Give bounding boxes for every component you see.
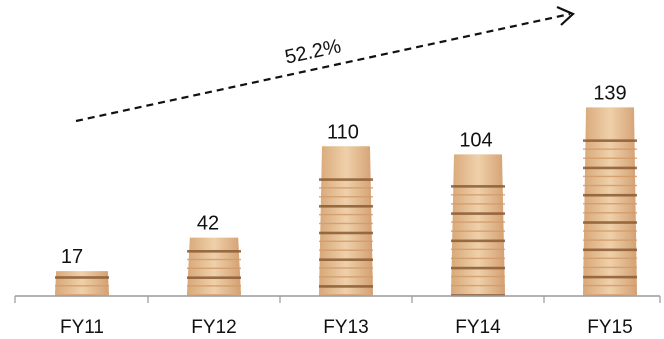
x-tick-label-fy14: FY14 (455, 317, 501, 338)
data-label-fy12: 42 (197, 213, 219, 235)
bar-layer-stripe (187, 258, 241, 261)
bar-layer-stripe (187, 285, 241, 287)
bar-fy15 (583, 107, 637, 296)
bar-layer-stripe (583, 248, 637, 252)
bar-layer-stripe (319, 231, 373, 235)
bar-layer-stripe (319, 258, 373, 261)
bar-layer-stripe (583, 266, 637, 269)
bar-layer-stripe (583, 166, 637, 170)
growth-annotation: 52.2% (283, 35, 343, 68)
bar-body (319, 146, 373, 294)
bar-layer-stripe (451, 203, 505, 205)
x-tick-label-fy12: FY12 (191, 317, 236, 338)
data-label-fy14: 104 (459, 129, 492, 151)
x-tick-label-fy15: FY15 (587, 317, 632, 338)
data-label-fy11: 17 (61, 246, 83, 268)
x-axis-ticks (14, 296, 661, 303)
bar-layer-stripe (451, 221, 505, 223)
bar-layer-stripe (583, 294, 637, 296)
bar-layer-stripe (319, 187, 373, 189)
bar-body (583, 107, 637, 294)
bar-layer-stripe (583, 175, 637, 178)
bar-layer-stripe (319, 267, 373, 269)
bar-layer-stripe (583, 203, 637, 205)
bar-layer-stripe (451, 257, 505, 260)
bar-layer-stripe (583, 275, 637, 279)
bar-layer-stripe (55, 294, 109, 296)
bar-layer-stripe (583, 284, 637, 287)
bar-layer-stripe (55, 276, 109, 279)
bar-layer-stripe (451, 230, 505, 232)
bar-body (451, 154, 505, 294)
bar-layer-stripe (319, 294, 373, 296)
data-label-fy13: 110 (327, 121, 359, 143)
bar-layer-stripe (451, 275, 505, 278)
bar-layer-stripe (319, 178, 373, 181)
bar-layer-stripe (319, 222, 373, 225)
bar-layer-stripe (451, 284, 505, 287)
bar-layer-stripe (319, 213, 373, 216)
bar-layer-stripe (319, 240, 373, 242)
bar-layer-stripe (583, 257, 637, 260)
bar-layer-stripe (583, 239, 637, 241)
bar-layer-stripe (583, 184, 637, 187)
bar-layer-stripe (451, 248, 505, 251)
bar-layer-stripe (583, 212, 637, 214)
bar-layer-stripe (451, 185, 505, 188)
bar-layer-stripe (55, 285, 109, 287)
bar-fy12 (187, 237, 241, 296)
data-label-fy15: 139 (593, 82, 626, 104)
bar-layer-stripe (583, 157, 637, 159)
bar-fy13 (319, 146, 373, 296)
bar-layer-stripe (319, 276, 373, 278)
bar-layer-stripe (451, 212, 505, 215)
bar-layer-stripe (451, 194, 505, 196)
bar-layer-stripe (319, 196, 373, 198)
bar-layer-stripe (583, 230, 637, 232)
bar-body (55, 271, 109, 294)
bar-layer-stripe (187, 276, 241, 280)
bars-group (55, 107, 637, 297)
bar-fy11 (55, 271, 109, 296)
bar-layer-stripe (187, 250, 241, 253)
x-tick-label-fy13: FY13 (323, 317, 368, 338)
bar-layer-stripe (583, 139, 637, 142)
bar-layer-stripe (187, 294, 241, 296)
x-tick-label-fy11: FY11 (60, 317, 104, 338)
bar-layer-stripe (583, 148, 637, 150)
bar-layer-stripe (583, 193, 637, 197)
bar-layer-stripe (583, 221, 637, 224)
bar-layer-stripe (187, 267, 241, 270)
bar-fy14 (451, 154, 505, 297)
bar-layer-stripe (319, 249, 373, 251)
growth-arrow (75, 5, 575, 123)
bar-layer-stripe (319, 204, 373, 208)
bar-layer-stripe (451, 266, 505, 270)
bar-layer-stripe (319, 285, 373, 288)
bar-layer-stripe (451, 239, 505, 243)
